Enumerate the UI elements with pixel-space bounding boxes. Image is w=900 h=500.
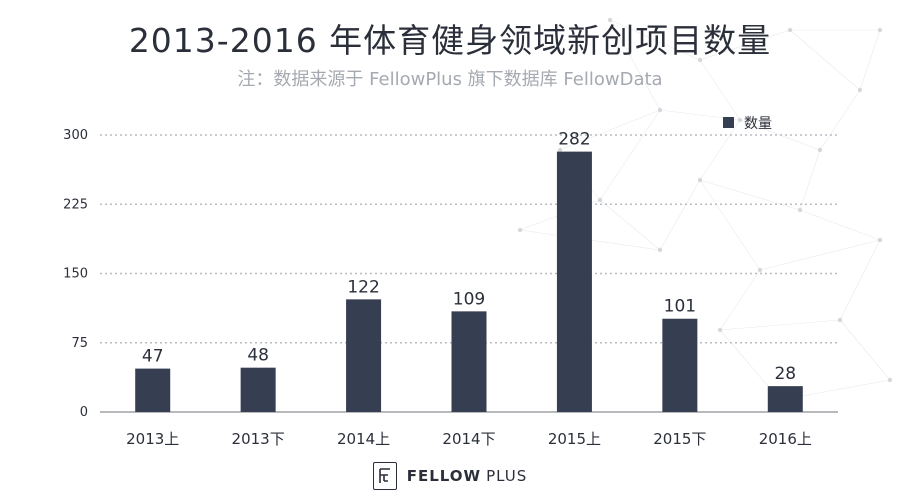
network-node bbox=[797, 207, 803, 213]
network-node bbox=[757, 267, 763, 273]
network-line bbox=[839, 319, 891, 381]
network-node bbox=[877, 237, 883, 243]
network-node bbox=[817, 147, 823, 153]
x-tick-label: 2015上 bbox=[548, 430, 601, 448]
network-line bbox=[699, 179, 761, 271]
chart-subtitle: 注：数据来源于 FellowPlus 旗下数据库 FellowData bbox=[237, 69, 663, 90]
network-line bbox=[799, 149, 821, 211]
bar bbox=[346, 299, 382, 412]
network-line bbox=[659, 179, 701, 251]
data-label: 47 bbox=[142, 347, 164, 367]
brand-name-bold: FELLOW bbox=[406, 467, 482, 485]
network-line bbox=[699, 119, 741, 181]
network-node bbox=[737, 117, 743, 123]
network-line bbox=[699, 179, 801, 211]
y-tick-label: 300 bbox=[63, 128, 88, 143]
network-line bbox=[609, 19, 661, 111]
y-tick-label: 75 bbox=[71, 336, 88, 351]
network-line bbox=[599, 109, 661, 201]
data-label: 122 bbox=[347, 277, 379, 297]
x-tick-label: 2013上 bbox=[126, 430, 179, 448]
bar bbox=[767, 386, 803, 412]
network-node bbox=[697, 57, 703, 63]
network-line bbox=[759, 239, 881, 271]
network-node bbox=[517, 227, 523, 233]
data-label: 282 bbox=[558, 130, 590, 150]
bar-chart: 0 75 150 225 300 47 2013上 48 2013下 122 2014上 109 201… bbox=[63, 116, 838, 448]
bar bbox=[135, 368, 171, 412]
network-line bbox=[699, 29, 791, 61]
bar bbox=[662, 318, 698, 412]
network-node bbox=[837, 317, 843, 323]
network-node bbox=[607, 17, 613, 23]
legend-label: 数量 bbox=[744, 116, 772, 132]
network-line bbox=[859, 29, 881, 91]
network-node bbox=[857, 87, 863, 93]
legend-swatch bbox=[723, 117, 734, 128]
bar bbox=[240, 367, 276, 412]
x-tick-label: 2016上 bbox=[759, 430, 812, 448]
network-node bbox=[657, 107, 663, 113]
network-line bbox=[609, 19, 701, 61]
x-tick-label: 2014下 bbox=[442, 430, 495, 448]
network-node bbox=[787, 27, 793, 33]
brand-name-light: PLUS bbox=[486, 467, 528, 485]
network-node bbox=[657, 247, 663, 253]
chart-title: 2013-2016 年体育健身领域新创项目数量 bbox=[128, 21, 772, 60]
x-tick-label: 2014上 bbox=[337, 430, 390, 448]
x-tick-label: 2013下 bbox=[232, 430, 285, 448]
data-label: 101 bbox=[664, 297, 696, 317]
y-tick-label: 0 bbox=[80, 405, 88, 420]
data-label: 28 bbox=[774, 364, 796, 384]
network-line bbox=[559, 109, 661, 151]
data-label: 48 bbox=[247, 346, 269, 366]
y-tick-label: 150 bbox=[63, 267, 88, 282]
network-line bbox=[719, 319, 841, 331]
network-line bbox=[719, 269, 761, 331]
network-line bbox=[839, 239, 881, 321]
network-line bbox=[789, 29, 861, 91]
bar bbox=[451, 311, 487, 412]
network-node bbox=[597, 197, 603, 203]
network-line bbox=[599, 199, 661, 251]
data-label: 109 bbox=[453, 289, 485, 309]
x-tick-label: 2015下 bbox=[653, 430, 706, 448]
y-tick-label: 225 bbox=[63, 197, 88, 212]
network-line bbox=[819, 89, 861, 151]
network-node bbox=[877, 27, 883, 33]
bar bbox=[556, 151, 592, 412]
network-node bbox=[557, 147, 563, 153]
network-node bbox=[697, 177, 703, 183]
fellowplus-logo-icon bbox=[372, 462, 397, 490]
footer-brand: FELLOW PLUS bbox=[0, 462, 900, 490]
network-line bbox=[799, 209, 881, 241]
network-node bbox=[717, 327, 723, 333]
network-node bbox=[887, 377, 893, 383]
network-line bbox=[699, 59, 741, 121]
